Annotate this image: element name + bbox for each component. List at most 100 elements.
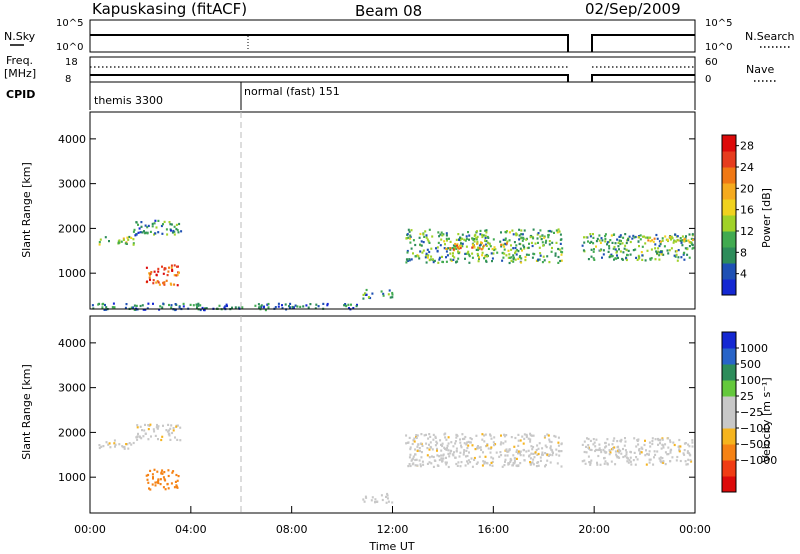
heatmap-cell <box>201 306 204 310</box>
heatmap-cell <box>640 446 643 449</box>
heatmap-cell <box>551 241 554 244</box>
heatmap-cell <box>590 248 593 251</box>
heatmap-cell <box>590 255 593 258</box>
cpid-mode-1: themis 3300 <box>94 94 163 107</box>
heatmap-cell <box>428 448 431 451</box>
heatmap-cell <box>599 241 602 244</box>
heatmap-cell <box>581 443 584 446</box>
heatmap-cell <box>506 450 509 453</box>
heatmap-cell <box>440 443 442 446</box>
heatmap-cell <box>605 451 608 454</box>
heatmap-cell <box>406 251 409 254</box>
heatmap-cell <box>549 453 551 456</box>
heatmap-cell <box>471 465 474 468</box>
heatmap-cell <box>146 478 149 481</box>
velocity-colorbar-tick-label: −25 <box>740 406 763 419</box>
heatmap-cell <box>418 449 421 453</box>
heatmap-cell <box>620 438 623 441</box>
heatmap-cell <box>241 306 244 309</box>
heatmap-cell <box>307 306 310 309</box>
heatmap-cell <box>548 243 551 246</box>
heatmap-cell <box>406 249 409 253</box>
heatmap-cell <box>683 442 686 445</box>
velocity-colorbar-swatch <box>722 364 736 381</box>
heatmap-cell <box>352 307 355 310</box>
heatmap-cell <box>425 252 428 255</box>
heatmap-cell <box>155 426 158 429</box>
heatmap-cell <box>153 430 156 433</box>
heatmap-cell <box>524 259 527 262</box>
heatmap-cell <box>655 233 658 237</box>
heatmap-cell <box>587 258 590 261</box>
heatmap-cell <box>174 303 177 306</box>
heatmap-cell <box>473 456 476 460</box>
heatmap-cell <box>409 446 412 449</box>
heatmap-cell <box>289 302 292 305</box>
heatmap-cell <box>558 454 561 457</box>
heatmap-cell <box>151 222 154 225</box>
heatmap-cell <box>486 255 489 258</box>
heatmap-cell <box>174 480 177 483</box>
heatmap-cell <box>604 233 607 236</box>
velocity-colorbar-tick-label: 500 <box>740 358 761 371</box>
heatmap-cell <box>664 235 667 238</box>
heatmap-cell <box>146 280 149 283</box>
heatmap-cell <box>161 435 164 438</box>
heatmap-cell <box>179 439 182 442</box>
heatmap-cell <box>582 249 585 252</box>
heatmap-cell <box>648 441 651 444</box>
heatmap-cell <box>436 454 439 457</box>
heatmap-cell <box>484 239 487 242</box>
heatmap-cell <box>599 463 602 466</box>
heatmap-cell <box>146 232 149 235</box>
heatmap-cell <box>420 240 423 243</box>
heatmap-cell <box>633 437 636 440</box>
heatmap-cell <box>531 448 534 451</box>
heatmap-cell <box>284 303 287 306</box>
heatmap-cell <box>538 258 541 261</box>
heatmap-cell <box>625 453 628 456</box>
heatmap-cell <box>416 434 419 437</box>
heatmap-cell <box>530 452 533 455</box>
heatmap-cell <box>385 495 387 498</box>
heatmap-cell <box>533 456 536 459</box>
heatmap-cell <box>465 449 468 452</box>
nave-tick-top: 60 <box>705 57 718 68</box>
velocity-colorbar-swatch <box>722 476 736 493</box>
heatmap-cell <box>408 456 411 459</box>
power-ylabel: Slant Range [km] <box>20 162 33 258</box>
heatmap-cell <box>602 249 605 252</box>
heatmap-cell <box>152 279 155 282</box>
heatmap-cell <box>459 451 462 454</box>
heatmap-cell <box>445 234 448 237</box>
heatmap-cell <box>617 448 620 451</box>
heatmap-cell <box>548 261 551 264</box>
power-colorbar-swatch <box>722 231 736 248</box>
heatmap-cell <box>445 247 448 250</box>
heatmap-cell <box>409 234 412 237</box>
heatmap-cell <box>464 252 467 255</box>
power-colorbar-tick-label: 12 <box>740 225 754 238</box>
heatmap-cell <box>288 305 290 308</box>
heatmap-cell <box>132 306 135 309</box>
power-colorbar-swatch <box>722 199 736 216</box>
heatmap-cell <box>489 245 492 248</box>
heatmap-cell <box>447 436 450 439</box>
heatmap-cell <box>476 447 479 450</box>
heatmap-cell <box>519 247 522 250</box>
heatmap-cell <box>440 231 443 234</box>
power-ytick-label: 4000 <box>58 133 86 146</box>
heatmap-cell <box>470 438 473 441</box>
heatmap-cell <box>277 302 280 305</box>
heatmap-cell <box>660 461 663 464</box>
heatmap-cell <box>647 453 650 456</box>
heatmap-cell <box>322 302 325 305</box>
heatmap-cell <box>108 442 111 445</box>
heatmap-cell <box>466 441 469 444</box>
heatmap-cell <box>523 437 526 440</box>
heatmap-cell <box>516 248 519 252</box>
heatmap-cell <box>426 248 429 251</box>
heatmap-cell <box>157 281 160 284</box>
heatmap-cell <box>677 256 680 259</box>
heatmap-cell <box>180 230 183 233</box>
